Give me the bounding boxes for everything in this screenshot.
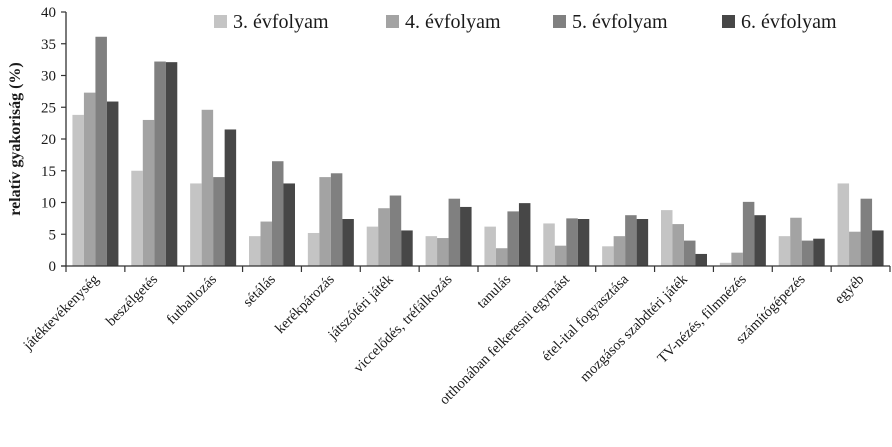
legend-swatch xyxy=(214,15,227,28)
y-tick-label: 20 xyxy=(41,132,56,148)
bar xyxy=(437,238,449,266)
y-tick-label: 40 xyxy=(41,5,56,21)
bar xyxy=(342,219,354,266)
bar xyxy=(860,198,873,266)
y-tick-label: 15 xyxy=(41,164,56,180)
y-tick-label: 30 xyxy=(41,69,56,85)
bar xyxy=(518,203,531,266)
bar xyxy=(790,217,802,266)
bar xyxy=(661,210,673,266)
y-tick-label: 0 xyxy=(49,259,57,275)
bar xyxy=(813,238,825,266)
bar xyxy=(201,109,214,266)
bar xyxy=(401,230,413,266)
legend: 3. évfolyam 4. évfolyam 5. évfolyam 6. évfo… xyxy=(214,11,837,33)
bar xyxy=(695,253,707,266)
bar xyxy=(83,92,96,267)
bar xyxy=(554,245,567,266)
bar xyxy=(495,248,508,266)
x-category-label: futballozás xyxy=(164,271,221,328)
bar xyxy=(837,183,850,266)
bar xyxy=(719,262,732,266)
bar xyxy=(213,177,225,266)
bar xyxy=(684,240,696,266)
bar xyxy=(872,230,884,266)
legend-swatch xyxy=(553,15,566,28)
bar xyxy=(577,219,590,266)
y-axis-title: relatív gyakoriság (%) xyxy=(7,62,24,215)
legend-swatch xyxy=(386,15,399,28)
bar xyxy=(154,61,166,266)
bar xyxy=(95,36,107,267)
bar xyxy=(106,101,119,266)
bar xyxy=(602,246,614,266)
bar xyxy=(613,236,626,266)
bar xyxy=(731,252,743,266)
x-category-label: sétálás xyxy=(240,271,279,310)
y-tick-label: 35 xyxy=(41,37,56,53)
bar xyxy=(566,218,578,267)
bar xyxy=(507,211,519,266)
legend-label: 3. évfolyam xyxy=(233,11,329,33)
bar xyxy=(801,240,814,266)
x-ticks: játéktevékenység beszélgetés futballozás sé… xyxy=(20,266,891,408)
x-category-label: kerékpározás xyxy=(272,271,338,337)
x-category-label: viccelődés, tréfálkozás xyxy=(351,271,456,376)
y-ticks: 0 5 10 15 20 25 30 35 40 xyxy=(41,5,66,275)
bar xyxy=(142,119,155,266)
legend-label: 6. évfolyam xyxy=(741,11,837,33)
bar xyxy=(636,219,649,266)
bars-layer xyxy=(72,36,884,267)
bar xyxy=(754,215,766,266)
bar xyxy=(742,201,755,266)
bar xyxy=(672,224,684,266)
bar xyxy=(625,215,637,266)
bar xyxy=(190,183,202,266)
bar xyxy=(72,114,84,267)
bar xyxy=(484,226,496,266)
y-tick-label: 5 xyxy=(49,227,57,243)
x-category-label: játéktevékenység xyxy=(20,272,103,355)
bar xyxy=(260,221,272,266)
bar xyxy=(378,208,390,266)
bar xyxy=(778,236,791,266)
bar xyxy=(543,223,555,266)
legend-label: 4. évfolyam xyxy=(405,11,501,33)
bar xyxy=(448,198,461,266)
bar xyxy=(165,62,178,266)
bar xyxy=(366,226,379,266)
bar xyxy=(131,170,143,266)
bar xyxy=(460,206,472,266)
bar xyxy=(249,236,261,266)
bar xyxy=(330,173,343,266)
y-tick-label: 25 xyxy=(41,100,56,116)
bar xyxy=(389,195,402,266)
bar xyxy=(425,236,438,266)
legend-label: 5. évfolyam xyxy=(572,11,668,33)
x-category-label: mozgásos szabdtéri játék xyxy=(577,271,691,385)
x-category-label: beszélgetés xyxy=(103,271,161,329)
x-category-label: tanulás xyxy=(474,271,515,312)
bar xyxy=(849,231,861,266)
bar xyxy=(319,177,331,266)
bar xyxy=(307,232,320,266)
bar xyxy=(283,183,295,266)
legend-swatch xyxy=(722,15,735,28)
bar xyxy=(272,161,284,266)
y-tick-label: 10 xyxy=(41,196,56,212)
x-category-label: egyéb xyxy=(832,272,868,308)
bar xyxy=(224,129,237,266)
